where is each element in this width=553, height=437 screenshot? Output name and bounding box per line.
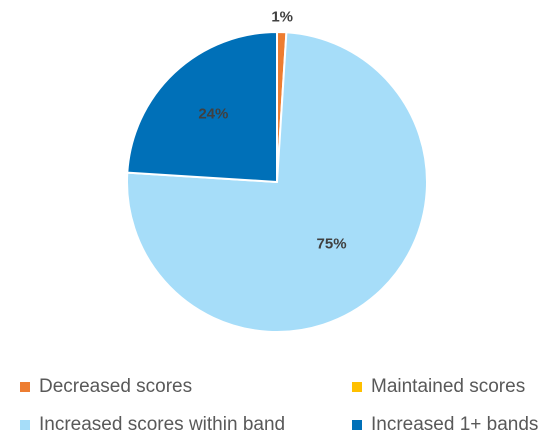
legend: Decreased scores Maintained scores Incre… <box>0 372 553 437</box>
data-label-decreased-scores: 1% <box>271 9 293 26</box>
legend-label-increased-within-band: Increased scores within band <box>39 414 286 435</box>
legend-label-increased-bands: Increased 1+ bands <box>371 414 539 435</box>
data-label-increased-bands: 24% <box>198 106 228 123</box>
legend-label-maintained-scores: Maintained scores <box>371 376 526 397</box>
legend-swatch-maintained-scores <box>352 382 362 392</box>
legend-label-decreased-scores: Decreased scores <box>39 376 193 397</box>
legend-item-decreased-scores: Decreased scores <box>20 376 192 398</box>
legend-swatch-increased-bands <box>352 420 362 430</box>
pie-slice-increased-bands <box>126 31 278 183</box>
legend-item-increased-bands: Increased 1+ bands <box>352 414 538 436</box>
pie-slices <box>126 31 428 333</box>
pie-data-labels: 1% 75% 24% <box>198 9 346 253</box>
legend-swatch-decreased-scores <box>20 382 30 392</box>
data-label-increased-within-band: 75% <box>317 235 347 252</box>
legend-item-maintained-scores: Maintained scores <box>352 376 525 398</box>
legend-swatch-increased-within-band <box>20 420 30 430</box>
legend-item-increased-within-band: Increased scores within band <box>20 414 285 436</box>
